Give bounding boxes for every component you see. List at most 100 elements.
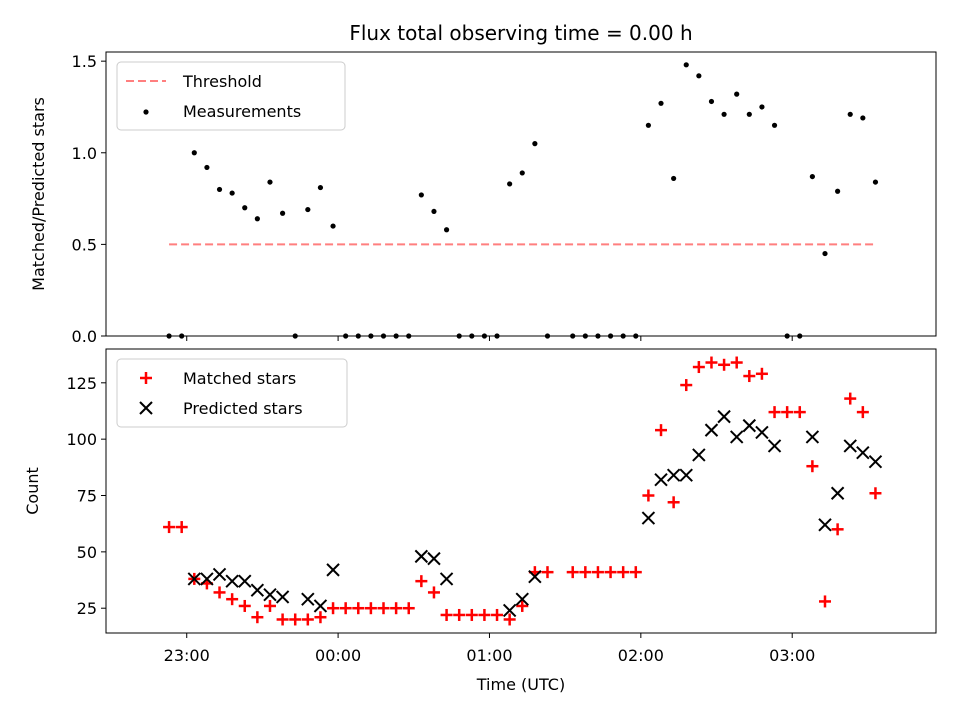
predicted-stars-point	[502, 603, 517, 618]
matched-stars-point	[604, 566, 617, 579]
x-tick-label: 03:00	[769, 646, 815, 665]
counts-panel: 25 50 75 100 125 23:00 00:00 01:00 02:00 03:00 C…	[23, 348, 937, 694]
measurements-series	[166, 62, 879, 339]
measurement-point	[771, 122, 778, 128]
measurement-point	[279, 210, 286, 216]
matched-stars-point	[453, 608, 466, 621]
matched-stars-point	[516, 599, 529, 612]
x-axis-label: Time (UTC)	[476, 675, 565, 694]
measurement-point	[317, 184, 324, 191]
matched-stars-point	[402, 602, 415, 615]
measurement-point	[431, 208, 437, 215]
matched-stars-point	[390, 602, 403, 615]
predicted-stars-point	[767, 439, 782, 453]
predicted-stars-point	[200, 572, 214, 586]
measurement-point	[809, 173, 815, 180]
ratio-legend: Threshold Measurements	[116, 61, 346, 131]
y-tick-label: 1.0	[72, 144, 97, 163]
predicted-stars-point	[326, 563, 340, 577]
predicted-stars-point	[641, 511, 656, 525]
matched-stars-point	[503, 613, 516, 626]
counts-y-axis-label: Count	[23, 467, 42, 515]
matched-stars-point	[806, 460, 819, 473]
chart-title: Flux total observing time = 0.00 h	[349, 21, 692, 45]
matched-stars-point	[856, 406, 869, 419]
matched-stars-point	[617, 566, 630, 579]
matched-stars-point	[465, 608, 478, 621]
matched-stars-point	[339, 602, 352, 615]
predicted-stars-point	[187, 572, 202, 586]
measurement-point	[305, 206, 311, 213]
matched-stars-point	[793, 406, 806, 419]
predicted-stars-point	[729, 430, 744, 444]
ratio-axes-frame	[105, 51, 937, 337]
matched-stars-point	[692, 361, 705, 374]
measurement-point	[734, 91, 740, 97]
counts-x-axis: 23:00 00:00 01:00 02:00 03:00	[164, 633, 815, 665]
y-tick-label: 75	[77, 487, 97, 506]
matched-stars-point	[415, 575, 428, 588]
measurement-point	[330, 223, 336, 229]
measurement-point	[254, 216, 260, 222]
ratio-y-axis-label: Matched/Predicted stars	[29, 97, 48, 291]
predicted-stars-point	[717, 409, 731, 424]
predicted-stars-point	[818, 518, 832, 532]
predicted-stars-point	[238, 574, 252, 588]
measurement-point	[708, 98, 715, 105]
matched-stars-point	[301, 613, 314, 626]
ratio-x-ticks	[186, 336, 793, 341]
counts-legend-box	[116, 358, 348, 428]
matched-stars-point	[655, 424, 668, 437]
matched-stars-point	[781, 406, 794, 419]
predicted-stars-point	[439, 572, 454, 586]
matched-stars-point	[768, 406, 781, 419]
matched-stars-point	[818, 595, 831, 608]
legend-matched-swatch	[140, 372, 152, 384]
matched-stars-point	[755, 367, 768, 380]
matched-stars-point	[579, 566, 592, 579]
x-tick-label: 00:00	[315, 646, 361, 665]
matched-stars-point	[377, 602, 390, 615]
measurement-point	[872, 179, 879, 185]
measurement-point	[267, 179, 273, 185]
predicted-stars-point	[679, 468, 693, 482]
measurement-point	[519, 170, 525, 176]
measurement-point	[418, 192, 424, 198]
predicted-stars-point	[250, 583, 265, 597]
matched-stars-point	[491, 608, 504, 621]
matched-stars-point	[314, 611, 327, 624]
matched-stars-point	[730, 356, 743, 369]
predicted-stars-point	[704, 423, 719, 437]
y-tick-label: 0.0	[72, 327, 97, 346]
measurement-point	[229, 190, 235, 196]
legend-predicted-label: Predicted stars	[183, 399, 303, 418]
y-tick-label: 125	[66, 374, 97, 393]
matched-stars-point	[566, 566, 579, 579]
matched-stars-point	[869, 487, 882, 500]
legend-threshold-label: Threshold	[182, 72, 262, 91]
predicted-stars-point	[830, 486, 845, 500]
matched-stars-point	[226, 593, 239, 606]
measurement-point	[204, 164, 210, 171]
matched-stars-point	[175, 521, 188, 534]
x-tick-label: 01:00	[466, 646, 512, 665]
measurement-point	[671, 175, 677, 182]
predicted-stars-series	[187, 409, 883, 618]
legend-matched-label: Matched stars	[183, 369, 296, 388]
ratio-legend-box	[116, 61, 346, 131]
legend-measurements-label: Measurements	[183, 102, 301, 121]
matched-stars-point	[541, 566, 554, 579]
ratio-y-axis: 0.0 0.5 1.0 1.5	[72, 52, 106, 346]
measurement-point	[746, 111, 752, 117]
matched-stars-point	[276, 613, 289, 626]
predicted-stars-point	[755, 425, 769, 440]
measurement-point	[696, 73, 702, 79]
matched-stars-point	[642, 489, 655, 502]
predicted-stars-point	[843, 439, 857, 453]
measurement-point	[822, 250, 828, 257]
predicted-stars-point	[692, 448, 706, 462]
predicted-stars-point	[301, 592, 315, 606]
counts-y-axis: 25 50 75 100 125	[66, 374, 106, 618]
predicted-stars-point	[427, 551, 441, 566]
